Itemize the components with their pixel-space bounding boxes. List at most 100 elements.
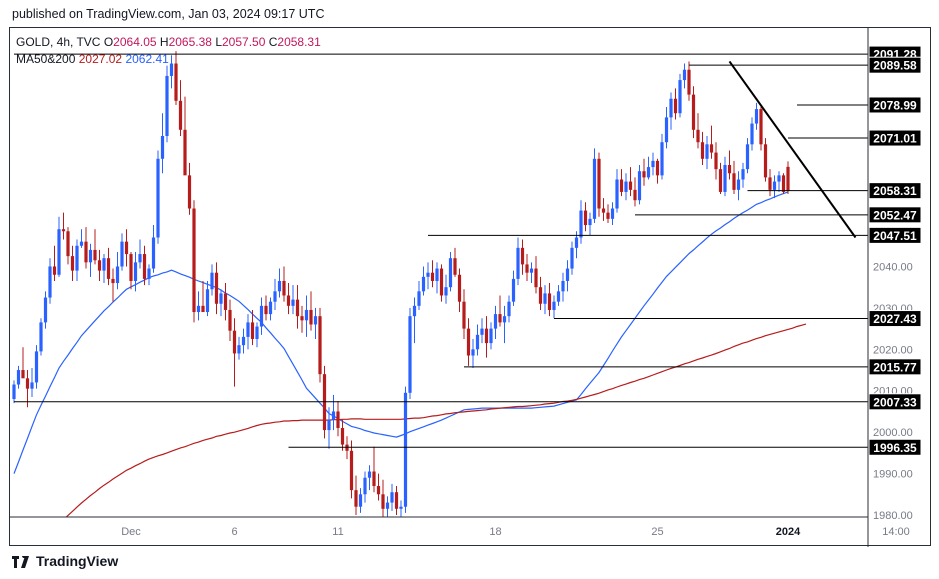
candle-body [453, 258, 457, 275]
candle-body [246, 322, 250, 337]
candle [538, 276, 543, 310]
level-tag-box [868, 56, 922, 74]
level-price-tag: 1996.35 [868, 438, 922, 456]
candle-body [75, 245, 79, 271]
candle [106, 247, 111, 286]
level-tag-box [868, 206, 922, 224]
candle-body [615, 179, 619, 209]
candle [511, 270, 516, 306]
candle [331, 394, 336, 431]
candle [678, 73, 682, 118]
candle-body [61, 229, 66, 232]
candle [561, 272, 565, 302]
candle-body [273, 291, 277, 302]
candle-body [619, 179, 624, 192]
candle [768, 169, 772, 197]
candle-body [606, 212, 610, 219]
candle-body [511, 278, 516, 302]
candle-body [462, 301, 466, 329]
candle [718, 162, 723, 194]
candle [156, 150, 160, 244]
candle-body [682, 69, 687, 81]
candle [304, 295, 309, 337]
candle-body [129, 254, 133, 281]
candle-body [466, 328, 471, 356]
candle [367, 465, 372, 491]
candle [241, 328, 246, 354]
candle [340, 419, 345, 451]
level-tag-box [868, 393, 922, 411]
candle [709, 125, 714, 159]
level-price-tag: 2007.33 [868, 393, 922, 411]
candle-body [574, 237, 579, 248]
candle [250, 309, 255, 346]
candle-body [660, 142, 664, 176]
price-tick-label: 2020.00 [873, 344, 913, 356]
candle [93, 229, 97, 265]
candle-body [102, 258, 106, 271]
candle-body [381, 494, 385, 509]
candle-body [570, 247, 574, 269]
candle [502, 305, 507, 344]
candle [394, 486, 399, 515]
candle-body [124, 241, 129, 255]
candle [597, 152, 601, 217]
tradingview-footer[interactable]: TradingView [12, 553, 118, 569]
candle [592, 148, 597, 223]
candle [120, 233, 124, 271]
candle [624, 173, 628, 201]
candle [619, 169, 624, 197]
candle-body [390, 492, 394, 503]
candle-body [727, 165, 732, 174]
candle-body [304, 309, 309, 321]
candle-body [57, 229, 61, 275]
candle [736, 171, 741, 201]
candle [16, 365, 21, 389]
candle [187, 162, 192, 215]
level-tag-text: 2058.31 [873, 184, 917, 198]
candle [543, 285, 547, 315]
candle [70, 245, 75, 281]
legend-low-value: 2057.50 [222, 35, 266, 49]
candle-body [547, 293, 552, 310]
candle [687, 61, 691, 101]
candle-body [439, 268, 444, 296]
candle-body [408, 316, 412, 393]
legend-open-label: O [103, 35, 114, 49]
candle-body [597, 158, 601, 209]
ma-line-ma200 [65, 323, 807, 517]
candle [412, 297, 417, 344]
candle [318, 307, 322, 383]
time-tick-label: 11 [332, 526, 343, 538]
candle [201, 280, 205, 313]
candle [286, 283, 291, 315]
candle-body [664, 117, 669, 143]
candle-body [178, 100, 183, 130]
candle-body [448, 258, 453, 288]
candle [358, 488, 363, 513]
price-tick-label: 2000.00 [873, 427, 913, 439]
candle-body [120, 241, 124, 267]
candle-body [399, 506, 403, 509]
candle [219, 289, 223, 317]
candle-body [750, 123, 754, 145]
candle [223, 283, 228, 321]
candle [399, 500, 403, 517]
candle-body [435, 268, 439, 281]
candle [444, 274, 448, 304]
chart-legend: GOLD, 4h, TVC O2064.05 H2065.38 L2057.50… [16, 34, 321, 68]
candle-body [318, 316, 322, 375]
candle [147, 264, 151, 286]
candle-body [349, 450, 354, 491]
candle-body [174, 63, 178, 101]
candle [750, 117, 754, 151]
candle-body [241, 336, 246, 346]
candle [165, 65, 169, 143]
candle [363, 471, 367, 503]
price-tick-label: 1990.00 [873, 469, 913, 481]
candle-body [705, 144, 709, 159]
candle-body [196, 305, 201, 313]
candle-body [678, 80, 682, 114]
candle [295, 285, 300, 329]
